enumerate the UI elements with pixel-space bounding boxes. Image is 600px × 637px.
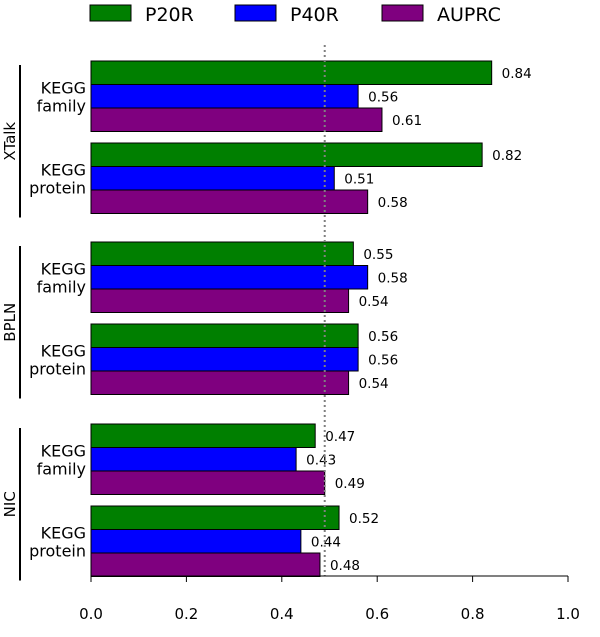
bar-bpln-family-p40r <box>90 265 369 290</box>
value-label: 0.51 <box>344 171 374 187</box>
x-tick-label: 0.8 <box>461 605 485 623</box>
category-label-line2: family <box>37 96 86 115</box>
legend-swatch-auprc <box>381 4 424 22</box>
bar-bpln-family-p20r <box>90 241 354 266</box>
bar-xtalk-family-p20r <box>90 60 493 85</box>
category-label-line1: KEGG <box>41 259 86 278</box>
value-label: 0.54 <box>359 376 389 392</box>
value-label: 0.56 <box>368 89 398 105</box>
legend-label-p40r: P40R <box>290 4 339 26</box>
category-label-line1: KEGG <box>41 341 86 360</box>
bar-nic-protein-p40r <box>90 529 302 554</box>
x-tick-label: 0.6 <box>365 605 389 623</box>
bar-xtalk-family-p40r <box>90 84 359 109</box>
category-label-line2: family <box>37 277 86 296</box>
category-label-line1: KEGG <box>41 160 86 179</box>
value-label: 0.49 <box>335 476 365 492</box>
bar-xtalk-protein-p40r <box>90 166 335 191</box>
bar-nic-protein-auprc <box>90 552 321 577</box>
bar-nic-family-p20r <box>90 423 316 448</box>
value-label: 0.47 <box>325 429 355 445</box>
legend-swatch-p40r <box>234 4 277 22</box>
bar-xtalk-protein-p20r <box>90 142 483 167</box>
value-label: 0.43 <box>306 452 336 468</box>
legend-label-auprc: AUPRC <box>437 4 501 26</box>
category-label-line2: protein <box>29 541 86 560</box>
category-label-line1: KEGG <box>41 523 86 542</box>
legend-label-p20r: P20R <box>145 4 194 26</box>
x-tick-label: 1.0 <box>556 605 580 623</box>
value-label: 0.52 <box>349 511 379 527</box>
category-label-line2: protein <box>29 359 86 378</box>
bar-bpln-family-auprc <box>90 288 350 313</box>
value-label: 0.54 <box>359 294 389 310</box>
value-label: 0.56 <box>368 352 398 368</box>
x-tick-label: 0.0 <box>79 605 103 623</box>
value-label: 0.48 <box>330 558 360 574</box>
value-label: 0.82 <box>492 148 522 164</box>
group-label-bpln: BPLN <box>1 303 19 342</box>
bar-bpln-protein-p20r <box>90 323 359 348</box>
bar-bpln-protein-auprc <box>90 370 350 395</box>
value-label: 0.58 <box>378 270 408 286</box>
group-label-xtalk: XTalk <box>1 122 19 161</box>
bar-nic-family-auprc <box>90 470 326 495</box>
legend-swatch-p20r <box>89 4 132 22</box>
value-label: 0.44 <box>311 534 341 550</box>
category-label-line1: KEGG <box>41 441 86 460</box>
bar-nic-protein-p20r <box>90 505 340 530</box>
value-label: 0.61 <box>392 113 422 129</box>
bar-xtalk-protein-auprc <box>90 189 369 214</box>
category-label-line2: family <box>37 459 86 478</box>
category-label-line2: protein <box>29 178 86 197</box>
x-tick-label: 0.2 <box>174 605 198 623</box>
bar-nic-family-p40r <box>90 447 297 472</box>
value-label: 0.84 <box>502 66 532 82</box>
group-label-nic: NIC <box>1 491 19 517</box>
value-label: 0.55 <box>363 247 393 263</box>
x-tick-label: 0.4 <box>270 605 294 623</box>
bar-xtalk-family-auprc <box>90 107 383 132</box>
bar-bpln-protein-p40r <box>90 347 359 372</box>
value-label: 0.58 <box>378 195 408 211</box>
category-label-line1: KEGG <box>41 78 86 97</box>
value-label: 0.56 <box>368 329 398 345</box>
